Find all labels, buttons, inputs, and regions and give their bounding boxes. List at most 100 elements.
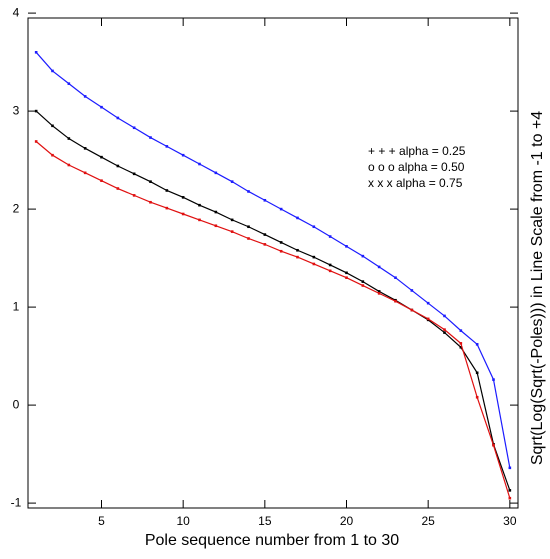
point-marker bbox=[132, 126, 136, 130]
point-marker bbox=[296, 255, 299, 259]
legend-entry: x x x alpha = 0.75 bbox=[368, 176, 463, 190]
point-marker bbox=[198, 162, 201, 166]
point-marker bbox=[312, 262, 316, 266]
series-line bbox=[35, 51, 511, 468]
point-marker bbox=[214, 171, 218, 175]
point-marker bbox=[181, 196, 185, 199]
point-marker bbox=[475, 343, 479, 346]
point-marker bbox=[247, 237, 250, 240]
point-marker bbox=[149, 136, 152, 139]
y-axis-label: Sqrt(Log(Sqrt(-Poles))) in Line Scale fr… bbox=[529, 111, 546, 465]
point-marker bbox=[230, 230, 234, 233]
point-marker bbox=[149, 180, 152, 183]
point-marker bbox=[51, 124, 54, 128]
point-marker bbox=[116, 164, 120, 168]
legend-entry: o o o alpha = 0.50 bbox=[368, 160, 465, 174]
point-marker bbox=[328, 235, 332, 238]
point-marker bbox=[116, 187, 120, 190]
point-marker bbox=[312, 225, 316, 229]
point-marker bbox=[345, 276, 348, 279]
series-line bbox=[35, 110, 511, 491]
point-marker bbox=[279, 249, 283, 253]
point-marker bbox=[361, 254, 365, 258]
point-marker bbox=[83, 171, 87, 175]
point-marker bbox=[132, 194, 136, 197]
point-marker bbox=[508, 489, 512, 492]
point-marker bbox=[377, 265, 381, 269]
point-marker bbox=[394, 276, 397, 279]
x-axis-label: Pole sequence number from 1 to 30 bbox=[145, 532, 399, 549]
point-marker bbox=[34, 140, 38, 143]
point-marker bbox=[67, 82, 71, 85]
point-marker bbox=[181, 212, 185, 216]
point-marker bbox=[508, 466, 512, 470]
point-marker bbox=[181, 153, 185, 157]
point-marker bbox=[116, 116, 120, 120]
point-marker bbox=[426, 301, 430, 305]
point-marker bbox=[410, 289, 414, 292]
point-marker bbox=[100, 179, 103, 182]
point-marker bbox=[247, 190, 250, 193]
point-marker bbox=[394, 299, 397, 303]
x-tick-label: 20 bbox=[340, 514, 354, 528]
point-marker bbox=[475, 395, 479, 399]
legend-entry: + + + alpha = 0.25 bbox=[368, 144, 466, 158]
point-marker bbox=[149, 200, 152, 204]
point-marker bbox=[328, 269, 332, 273]
point-marker bbox=[263, 198, 267, 202]
point-marker bbox=[279, 241, 283, 244]
point-marker bbox=[51, 153, 54, 157]
point-marker bbox=[83, 95, 87, 98]
point-marker bbox=[34, 109, 38, 113]
point-marker bbox=[132, 172, 136, 176]
y-tick-label: 3 bbox=[13, 103, 20, 117]
point-marker bbox=[296, 216, 299, 220]
point-marker bbox=[263, 233, 267, 236]
point-marker bbox=[459, 329, 463, 332]
point-marker bbox=[459, 342, 463, 345]
point-marker bbox=[67, 137, 71, 140]
point-marker bbox=[492, 378, 495, 381]
x-tick-label: 30 bbox=[503, 514, 517, 528]
point-marker bbox=[328, 263, 332, 267]
point-marker bbox=[361, 280, 365, 283]
y-tick-label: 1 bbox=[13, 299, 20, 313]
point-marker bbox=[443, 331, 446, 334]
point-marker bbox=[263, 243, 267, 246]
point-marker bbox=[165, 189, 169, 192]
y-tick-label: 0 bbox=[13, 397, 20, 411]
y-tick-label: -1 bbox=[11, 495, 22, 509]
point-marker bbox=[443, 328, 446, 331]
x-tick-label: 25 bbox=[421, 514, 435, 528]
point-marker bbox=[198, 218, 201, 222]
x-tick-label: 15 bbox=[258, 514, 272, 528]
point-marker bbox=[100, 105, 103, 109]
point-marker bbox=[377, 290, 381, 293]
point-marker bbox=[312, 255, 316, 259]
y-tick-label: 2 bbox=[13, 201, 20, 215]
series-line bbox=[35, 141, 511, 499]
point-marker bbox=[345, 245, 348, 248]
x-tick-label: 10 bbox=[176, 514, 190, 528]
point-marker bbox=[377, 292, 381, 295]
point-marker bbox=[100, 155, 103, 159]
point-marker bbox=[426, 317, 430, 321]
point-marker bbox=[475, 371, 479, 375]
point-marker bbox=[214, 224, 218, 228]
point-marker bbox=[410, 308, 414, 312]
point-marker bbox=[67, 163, 71, 167]
point-marker bbox=[279, 207, 283, 211]
point-marker bbox=[296, 248, 299, 252]
point-marker bbox=[214, 210, 218, 214]
point-marker bbox=[345, 271, 348, 275]
point-marker bbox=[361, 284, 365, 287]
point-marker bbox=[165, 206, 169, 210]
y-tick-label: 4 bbox=[13, 5, 20, 19]
plot-frame bbox=[27, 17, 519, 509]
point-marker bbox=[508, 496, 512, 500]
point-marker bbox=[51, 69, 54, 73]
point-marker bbox=[247, 225, 250, 229]
point-marker bbox=[34, 51, 38, 54]
x-tick-label: 5 bbox=[98, 514, 105, 528]
